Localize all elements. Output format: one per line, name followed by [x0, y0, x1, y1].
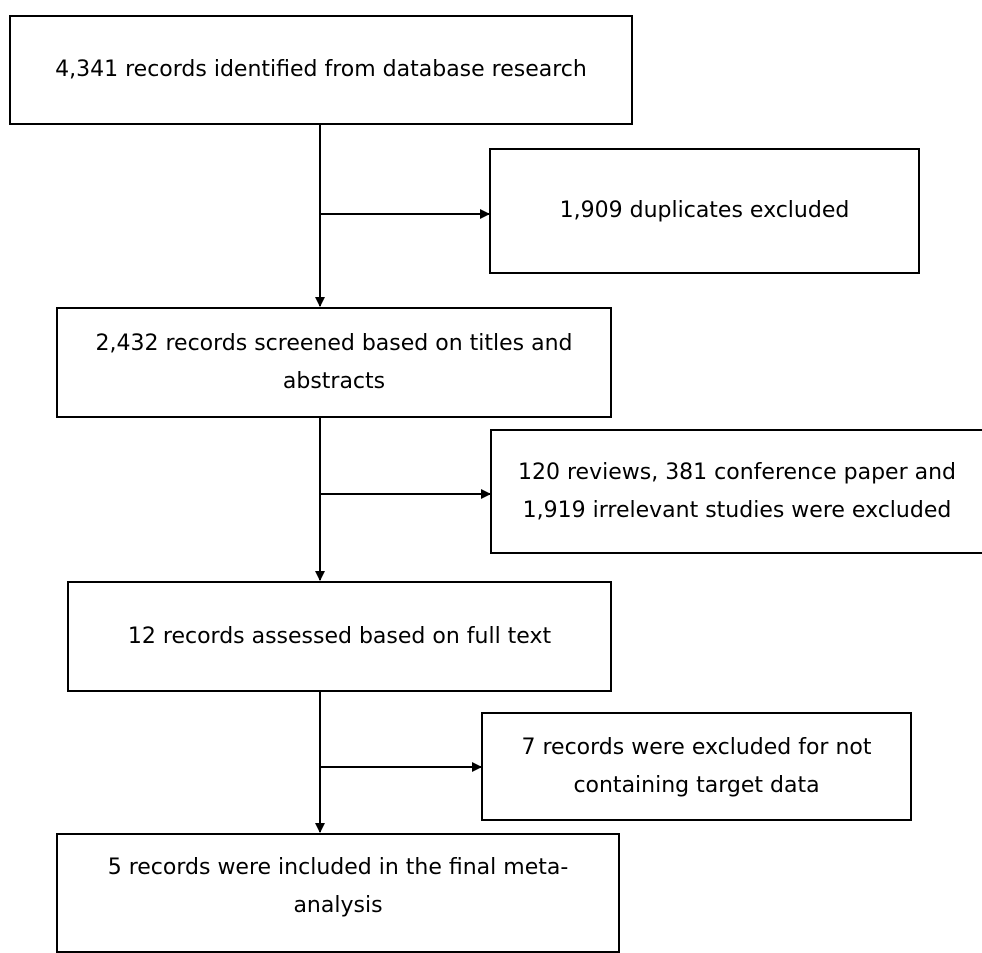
step-screened-text: 2,432 records screened based on titles a…: [95, 330, 573, 394]
exclusion-target-data-box: 7 records were excluded for not containi…: [481, 712, 912, 821]
step-identified-box: 4,341 records identified from database r…: [9, 15, 633, 125]
exclusion-screening-text: 120 reviews, 381 conference paper and 1,…: [518, 459, 956, 523]
exclusion-duplicates-box: 1,909 duplicates excluded: [489, 148, 920, 274]
step-identified-text: 4,341 records identified from database r…: [55, 57, 587, 82]
exclusion-duplicates-text: 1,909 duplicates excluded: [559, 198, 850, 223]
step-included-box: 5 records were included in the final met…: [56, 833, 620, 953]
step-assessed-box: 12 records assessed based on full text: [67, 581, 612, 692]
step-assessed-text: 12 records assessed based on full text: [127, 623, 552, 649]
step-screened-box: 2,432 records screened based on titles a…: [56, 307, 612, 418]
exclusion-target-data-text: 7 records were excluded for not containi…: [521, 734, 872, 798]
exclusion-screening-box: 120 reviews, 381 conference paper and 1,…: [490, 429, 982, 554]
step-included-text: 5 records were included in the final met…: [107, 855, 569, 918]
